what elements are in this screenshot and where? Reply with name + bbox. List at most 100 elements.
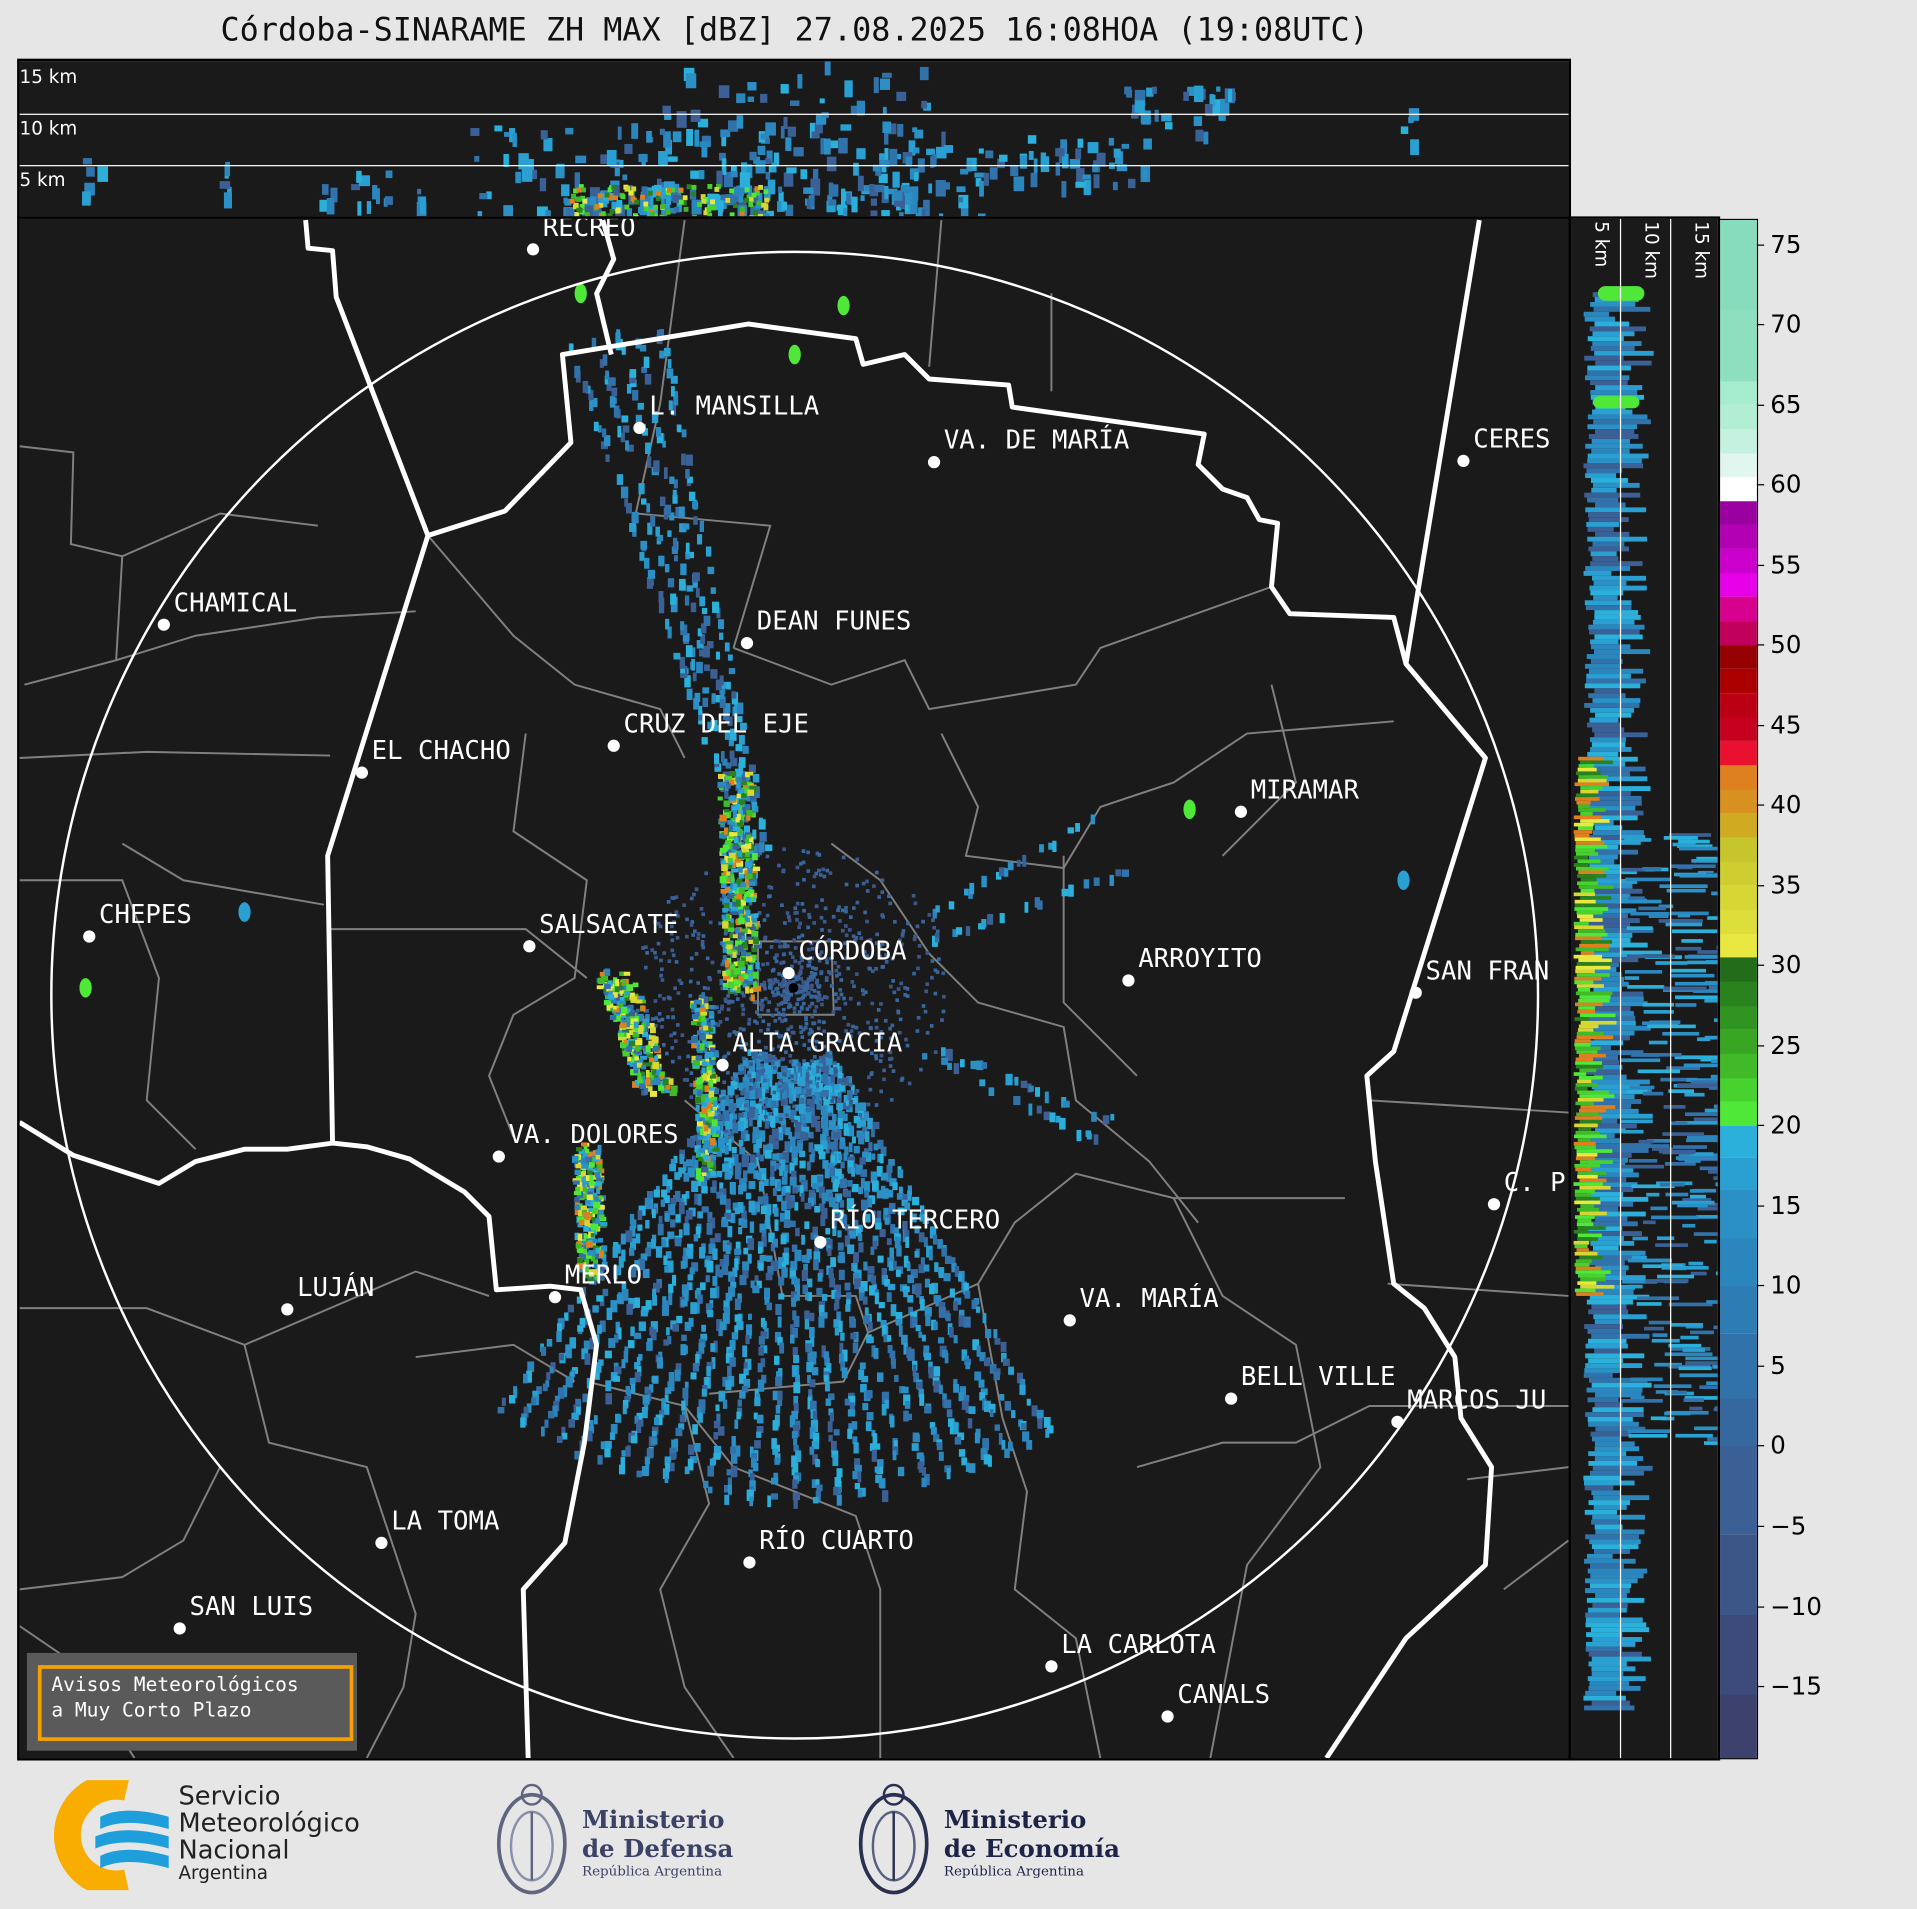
echo-cell bbox=[791, 1030, 796, 1035]
echo-cell bbox=[685, 73, 697, 89]
echo-cell bbox=[772, 1448, 779, 1455]
echo-cell bbox=[874, 1292, 879, 1305]
echo-cell bbox=[872, 1433, 878, 1445]
echo-cell bbox=[847, 1156, 856, 1165]
echo-cell bbox=[546, 1372, 551, 1381]
echo-cell bbox=[750, 1473, 755, 1481]
echo-cell bbox=[637, 1013, 644, 1021]
echo-cell bbox=[788, 980, 792, 985]
echo-cell bbox=[802, 1284, 809, 1295]
echo-cell bbox=[800, 169, 808, 180]
echo-cell bbox=[762, 918, 767, 922]
echo-cell bbox=[1590, 1030, 1635, 1036]
echo-cell bbox=[881, 164, 887, 173]
echo-cell bbox=[706, 1027, 714, 1033]
echo-cell bbox=[662, 951, 667, 955]
echo-cell bbox=[811, 972, 816, 977]
echo-cell bbox=[779, 1159, 786, 1171]
echo-cell bbox=[571, 1155, 579, 1163]
echo-cell bbox=[686, 1248, 694, 1259]
echo-cell bbox=[664, 1213, 670, 1222]
echo-cell bbox=[703, 615, 711, 626]
echo-cell bbox=[670, 1085, 678, 1093]
echo-cell bbox=[810, 966, 815, 970]
echo-cell bbox=[1590, 658, 1623, 664]
echo-cell bbox=[715, 724, 721, 732]
echo-cell bbox=[691, 1041, 699, 1049]
echo-cell bbox=[879, 1153, 884, 1164]
echo-cell bbox=[646, 1086, 653, 1092]
echo-cell bbox=[780, 1097, 788, 1106]
echo-cell bbox=[797, 972, 802, 977]
echo-cell bbox=[724, 1095, 729, 1107]
echo-cell bbox=[963, 1282, 969, 1295]
echo-cell bbox=[806, 978, 811, 983]
echo-cell bbox=[574, 172, 580, 189]
echo-cell bbox=[563, 197, 568, 204]
echo-cell bbox=[921, 208, 926, 217]
echo-cell bbox=[661, 1398, 667, 1411]
echo-cell bbox=[999, 913, 1005, 924]
echo-cell bbox=[690, 191, 696, 197]
echo-cell bbox=[904, 1202, 911, 1211]
echo-cell bbox=[820, 928, 824, 932]
echo-cell bbox=[613, 1375, 620, 1382]
echo-cell bbox=[740, 1039, 745, 1044]
echo-cell bbox=[834, 1006, 839, 1011]
echo-cell bbox=[1583, 463, 1644, 469]
radar-map[interactable]: RECREO L. MANSILLA VA. DE MARÍA CERES CHAMIC… bbox=[17, 216, 1572, 1761]
echo-cell bbox=[964, 888, 969, 896]
echo-cell bbox=[781, 980, 785, 984]
echo-cell bbox=[681, 1400, 686, 1411]
echo-cell bbox=[838, 1153, 843, 1161]
echo-cell bbox=[756, 1061, 761, 1071]
echo-cell bbox=[790, 1260, 798, 1271]
echo-cell bbox=[893, 1440, 898, 1450]
echo-cell bbox=[868, 1087, 873, 1092]
echo-cell bbox=[598, 1207, 604, 1215]
range-ring bbox=[50, 250, 1540, 1740]
echo-cell bbox=[864, 1190, 869, 1198]
echo-cell bbox=[709, 1086, 715, 1091]
echo-cell bbox=[1004, 868, 1009, 877]
echo-cell bbox=[623, 1039, 630, 1044]
echo-cell bbox=[676, 1315, 683, 1324]
warning-box[interactable]: Avisos Meteorológicos a Muy Corto Plazo bbox=[26, 1652, 357, 1751]
echo-cell bbox=[1019, 1384, 1026, 1395]
echo-cell bbox=[812, 1087, 818, 1095]
echo-cell bbox=[722, 1399, 728, 1409]
echo-cell bbox=[691, 1262, 699, 1272]
echo-cell bbox=[630, 1219, 637, 1229]
echo-cell bbox=[721, 834, 728, 839]
echo-cell bbox=[847, 1244, 855, 1255]
echo-cell bbox=[617, 425, 622, 438]
echo-cell bbox=[479, 193, 488, 200]
echo-cell bbox=[650, 948, 655, 952]
echo-cell bbox=[654, 1070, 660, 1076]
echo-cell bbox=[772, 1090, 777, 1095]
echo-cell bbox=[584, 1218, 590, 1226]
echo-cell bbox=[674, 1369, 681, 1382]
echo-cell bbox=[918, 1232, 925, 1243]
department-border bbox=[19, 1307, 417, 1759]
echo-cell bbox=[913, 1434, 920, 1443]
echo-cell bbox=[601, 1261, 608, 1270]
echo-cell bbox=[937, 957, 941, 961]
echo-cell bbox=[738, 805, 743, 811]
echo-cell bbox=[552, 1405, 558, 1417]
echo-cell bbox=[1585, 879, 1638, 884]
echo-cell bbox=[735, 899, 741, 907]
echo-cell bbox=[690, 1021, 697, 1026]
echo-cell bbox=[722, 758, 728, 766]
echo-cell bbox=[1590, 390, 1638, 395]
echo-cell bbox=[675, 935, 680, 940]
echo-cell bbox=[730, 757, 738, 767]
echo-cell bbox=[1594, 429, 1635, 435]
echo-cell bbox=[719, 876, 727, 884]
echo-cell bbox=[691, 214, 697, 217]
echo-cell bbox=[818, 1100, 823, 1104]
echo-cell bbox=[568, 1419, 576, 1428]
echo-cell bbox=[741, 1112, 748, 1121]
echo-cell bbox=[584, 1258, 590, 1264]
echo-cell bbox=[827, 1097, 833, 1104]
